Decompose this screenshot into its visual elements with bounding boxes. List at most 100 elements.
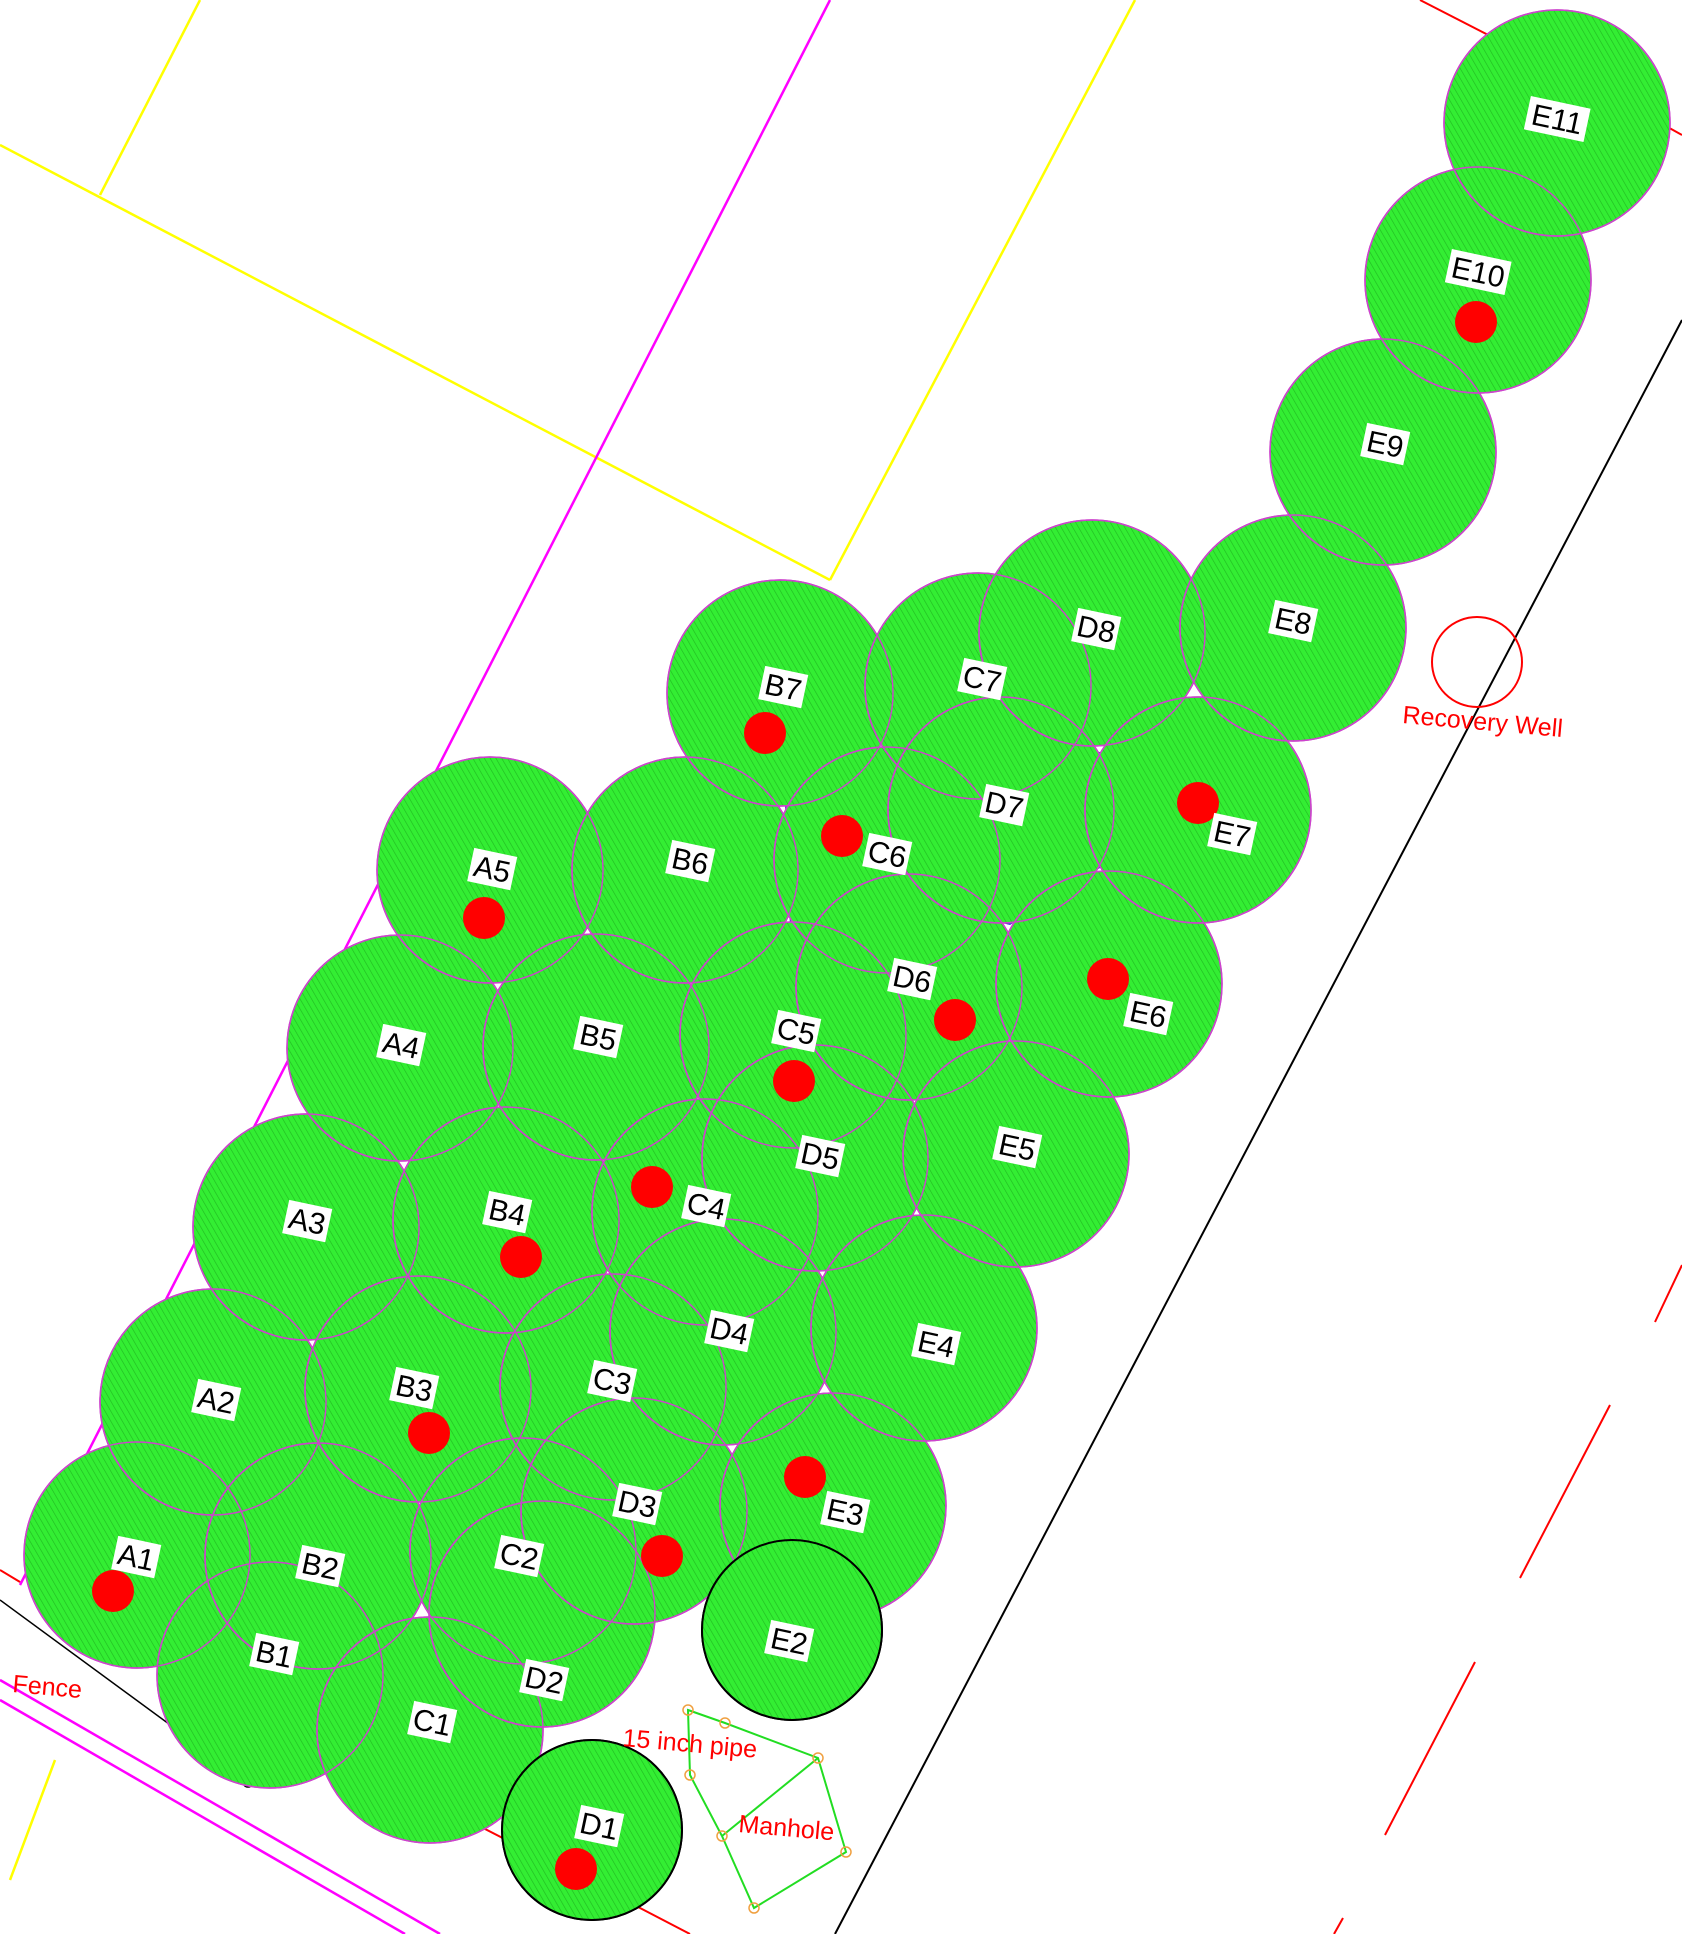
circle-label-text: E6 <box>1127 995 1170 1035</box>
circle-label-bg <box>795 1134 846 1178</box>
circle-label-text: D2 <box>522 1661 566 1701</box>
circle-label-bg <box>1123 992 1174 1036</box>
circle-label-e6: E6 <box>1123 992 1174 1036</box>
circle-label-text: C7 <box>960 660 1004 700</box>
circle-label-text: D1 <box>577 1807 621 1847</box>
circle-label-bg <box>587 1359 638 1403</box>
circle-label-bg <box>295 1544 346 1588</box>
circle-label-bg <box>1268 599 1319 643</box>
circle-label-bg <box>764 1619 815 1663</box>
circle-label-c6: C6 <box>862 832 913 876</box>
circle-label-bg <box>376 1023 427 1067</box>
circle-label-e9: E9 <box>1360 422 1411 466</box>
sample-dot-c5 <box>773 1060 815 1102</box>
circle-label-d2: D2 <box>519 1658 570 1702</box>
circle-label-text: D6 <box>890 960 934 1000</box>
recovery-well-marker <box>1431 616 1523 708</box>
circle-label-c3: C3 <box>587 1359 638 1403</box>
coverage-circles <box>23 9 1671 1921</box>
circle-label-b3: B3 <box>389 1366 440 1410</box>
circle-label-bg <box>389 1366 440 1410</box>
sample-dot-c6 <box>821 815 863 857</box>
circle-label-e5: E5 <box>992 1125 1043 1169</box>
sample-dot-a1 <box>92 1570 134 1612</box>
circle-label-bg <box>911 1322 962 1366</box>
sample-dot-d1 <box>555 1848 597 1890</box>
circle-label-text: E8 <box>1272 602 1315 642</box>
sample-dot-b3 <box>408 1412 450 1454</box>
circle-label-d8: D8 <box>1071 607 1122 651</box>
coverage-circle-outline-e10 <box>1364 166 1592 394</box>
circle-label-a2: A2 <box>191 1378 242 1422</box>
coverage-circle-outline-c4 <box>591 1098 819 1326</box>
circle-label-text: B5 <box>577 1018 620 1058</box>
circle-label-d3: D3 <box>612 1482 663 1526</box>
road-edge-line <box>834 319 1682 1934</box>
coverage-circle-outline-c6 <box>773 746 1001 974</box>
circle-label-text: A4 <box>380 1026 423 1066</box>
circle-label-text: E9 <box>1364 425 1407 465</box>
coverage-circle-outline-d2 <box>428 1500 656 1728</box>
circle-label-text: B6 <box>669 842 712 882</box>
circle-label-c7: C7 <box>957 657 1008 701</box>
circle-label-bg <box>573 1015 624 1059</box>
coverage-circle-outline-b4 <box>392 1106 620 1334</box>
circle-label-e3: E3 <box>820 1490 871 1534</box>
circle-label-bg <box>612 1482 663 1526</box>
circle-label-text: D3 <box>615 1485 659 1525</box>
circle-label-e2: E2 <box>764 1619 815 1663</box>
circle-label-text: C3 <box>590 1362 634 1402</box>
circle-label-d4: D4 <box>704 1309 755 1353</box>
circle-label-text: A1 <box>115 1538 158 1578</box>
coverage-circle-outline-c7 <box>864 572 1092 800</box>
coverage-circle-outline-e7 <box>1084 696 1312 924</box>
circle-label-text: C4 <box>684 1187 728 1227</box>
circle-label-text: A2 <box>195 1381 238 1421</box>
circle-label-bg <box>111 1535 162 1579</box>
circle-label-bg <box>1207 812 1258 856</box>
circle-label-text: B7 <box>762 668 805 708</box>
circle-label-b1: B1 <box>249 1632 300 1676</box>
circle-label-text: A3 <box>286 1202 329 1242</box>
circle-label-bg <box>191 1378 242 1422</box>
circle-label-bg <box>249 1632 300 1676</box>
sample-dot-b4 <box>500 1236 542 1278</box>
circle-label-text: C6 <box>865 835 909 875</box>
circle-label-text: C1 <box>410 1703 454 1743</box>
coverage-circle-outline-a3 <box>192 1113 420 1341</box>
coverage-circle-outline-b3 <box>304 1275 532 1503</box>
circle-label-text: C2 <box>497 1537 541 1577</box>
circle-labels: A1 A2 A3 A4 A5 B1 B2 B3 B4 B5 B6 B7 C1 C2 C3 C4 C5 C6 C7 D1… <box>111 96 1591 1848</box>
circle-label-text: C5 <box>774 1012 818 1052</box>
circle-label-bg <box>407 1700 458 1744</box>
circle-label-text: E2 <box>768 1622 811 1662</box>
circle-label-text: A5 <box>471 850 514 890</box>
coverage-circle-outline-e11 <box>1443 9 1671 237</box>
coverage-circle-outline-a1 <box>23 1441 251 1669</box>
circle-label-text: D4 <box>707 1312 751 1352</box>
coverage-circle-outline-a4 <box>286 934 514 1162</box>
coverage-circle-outline-c1 <box>316 1616 544 1844</box>
manhole-outline <box>686 1708 848 1910</box>
circle-label-bg <box>574 1804 625 1848</box>
circle-label-bg <box>979 783 1030 827</box>
circle-label-bg <box>665 839 716 883</box>
coverage-circle-outline-d8 <box>978 519 1206 747</box>
circle-label-a3: A3 <box>282 1199 333 1243</box>
circle-label-b7: B7 <box>758 665 809 709</box>
circle-label-bg <box>704 1309 755 1353</box>
parcel-boundary-lines <box>0 0 1137 1881</box>
circle-label-bg <box>681 1184 732 1228</box>
manhole-vertices <box>682 1704 852 1914</box>
coverage-circle-outline-e8 <box>1179 514 1407 742</box>
sample-dot-b7 <box>744 712 786 754</box>
circle-label-bg <box>494 1534 545 1578</box>
circle-label-c4: C4 <box>681 1184 732 1228</box>
circle-label-bg <box>1444 249 1512 295</box>
circle-label-bg <box>992 1125 1043 1169</box>
circle-label-b5: B5 <box>573 1015 624 1059</box>
sample-dot-d6 <box>934 999 976 1041</box>
circle-label-text: B3 <box>393 1369 436 1409</box>
manhole-label: Manhole <box>737 1810 835 1846</box>
